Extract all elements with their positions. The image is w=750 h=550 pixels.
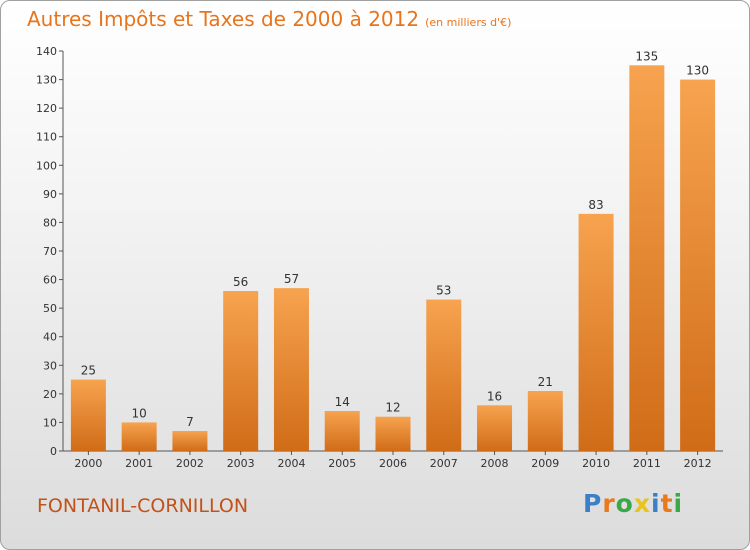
unit-note: (en milliers d'€) [425, 16, 512, 29]
x-tick-label: 2008 [481, 457, 509, 470]
y-tick-label: 20 [43, 388, 57, 401]
x-tick-label: 2012 [684, 457, 712, 470]
x-tick-label: 2007 [430, 457, 458, 470]
y-tick-label: 10 [43, 416, 57, 429]
bar-value-label: 130 [686, 64, 709, 78]
brand-letter: r [602, 489, 616, 518]
value-labels: 25 10 7 56 57 14 12 53 16 21 83 135 130 [81, 49, 709, 429]
y-tick-label: 80 [43, 216, 57, 229]
bar-value-label: 21 [538, 375, 553, 389]
y-tick-label: 70 [43, 245, 57, 258]
x-tick-label: 2000 [74, 457, 102, 470]
bars [70, 65, 716, 452]
brand-letter: i [651, 489, 661, 518]
y-tick-label: 130 [36, 74, 57, 87]
bar-value-label: 10 [132, 406, 147, 420]
brand-letter: t [660, 489, 674, 518]
bar [680, 79, 716, 452]
x-tick-label: 2011 [633, 457, 661, 470]
bar [172, 431, 208, 451]
x-tick-label: 2002 [176, 457, 204, 470]
x-tick-label: 2001 [125, 457, 153, 470]
bar-value-label: 56 [233, 275, 248, 289]
bar [273, 288, 309, 451]
x-tick-label: 2010 [582, 457, 610, 470]
x-tick-label: 2005 [328, 457, 356, 470]
bar-value-label: 25 [81, 364, 96, 378]
brand-logo: Proxiti [583, 489, 683, 518]
y-tick-label: 120 [36, 102, 57, 115]
bar-value-label: 53 [436, 284, 451, 298]
bar-value-label: 7 [186, 415, 194, 429]
bar-value-label: 135 [635, 49, 658, 63]
y-tick-label: 40 [43, 331, 57, 344]
bar [375, 416, 411, 451]
y-tick-label: 60 [43, 274, 57, 287]
axes: 0 10 20 30 40 50 60 70 80 90 100 110 120 130 140 2000 20… [36, 45, 723, 470]
y-tick-label: 0 [50, 445, 57, 458]
chart-title: Autres Impôts et Taxes de 2000 à 2012 (en… [27, 7, 511, 31]
bar-value-label: 12 [385, 401, 400, 415]
bar-value-label: 57 [284, 272, 299, 286]
bar [527, 391, 563, 451]
brand-letter: x [633, 489, 651, 518]
brand-letter: i [673, 489, 684, 518]
bar [477, 405, 513, 451]
bar [223, 291, 259, 451]
bar [121, 422, 157, 451]
y-tick-label: 110 [36, 131, 57, 144]
bar-value-label: 16 [487, 389, 502, 403]
y-tick-label: 140 [36, 45, 57, 58]
x-tick-label: 2004 [277, 457, 305, 470]
place-name: FONTANIL-CORNILLON [37, 495, 249, 517]
bar [426, 299, 462, 451]
y-tick-label: 30 [43, 359, 57, 372]
x-tick-label: 2009 [531, 457, 559, 470]
y-tick-label: 50 [43, 302, 57, 315]
bar-value-label: 83 [588, 198, 603, 212]
x-tick-label: 2006 [379, 457, 407, 470]
chart-title-text: Autres Impôts et Taxes de 2000 à 2012 [27, 7, 420, 31]
bar [70, 379, 106, 451]
x-tick-label: 2003 [227, 457, 255, 470]
brand-letter: P [583, 489, 603, 518]
y-tick-label: 100 [36, 159, 57, 172]
bar-value-label: 14 [335, 395, 350, 409]
bar [324, 411, 360, 451]
y-tick-label: 90 [43, 188, 57, 201]
bar [578, 213, 614, 451]
bar [629, 65, 665, 452]
brand-letter: o [615, 489, 634, 518]
